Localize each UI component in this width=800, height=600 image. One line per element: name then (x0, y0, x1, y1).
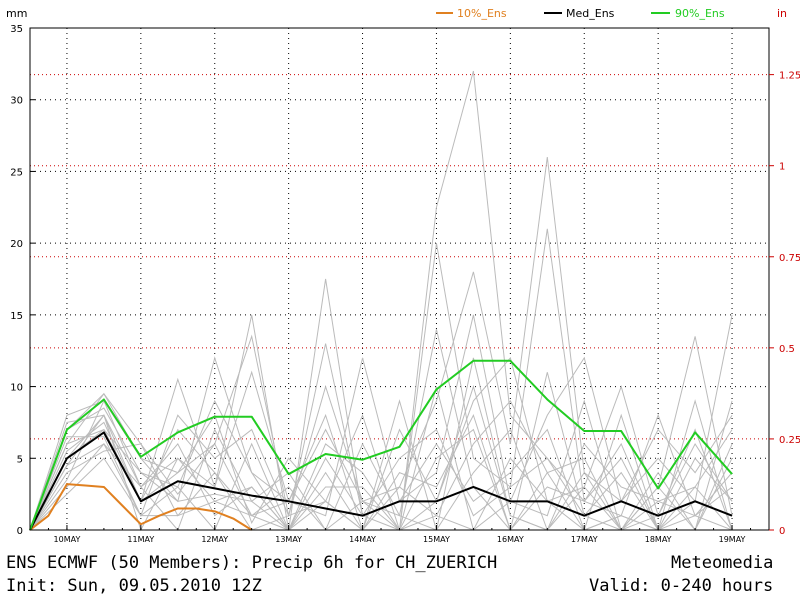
ensemble-member-line (29, 384, 733, 531)
legend: 10%_Ens Med_Ens 90%_Ens (436, 7, 725, 20)
valid-range-label: Valid: 0-240 hours (589, 576, 774, 596)
y-left-tick-label: 0 (17, 526, 23, 537)
ensemble-member-lines (29, 70, 733, 532)
x-tick-label: 10MAY (54, 535, 81, 544)
series-line-10--ens (29, 483, 253, 531)
y-axis-left-unit: mm (6, 7, 27, 20)
ensemble-member-line (29, 428, 733, 532)
y-left-tick-label: 10 (10, 383, 23, 394)
series-line-med-ens (29, 431, 733, 531)
ensemble-member-line (29, 157, 733, 531)
ensemble-member-line (29, 314, 733, 531)
ensemble-member-line (29, 70, 733, 531)
ensemble-member-line (29, 228, 733, 531)
x-tick-label: 18MAY (645, 535, 672, 544)
ensemble-member-line (29, 392, 733, 532)
x-tick-label: 13MAY (275, 535, 302, 544)
y-left-tick-label: 20 (10, 239, 23, 250)
x-tick-label: 14MAY (349, 535, 376, 544)
axes: 10MAY 11MAY 12MAY 13MAY 14MAY 15MAY 16MAY 17MAY… (10, 24, 800, 544)
ensemble-member-line (29, 370, 733, 532)
y-left-tick-label: 25 (10, 167, 23, 178)
provider-label: Meteomedia (671, 553, 774, 573)
init-time-label: Init: Sun, 09.05.2010 12Z (6, 576, 262, 596)
x-tick-label: 11MAY (127, 535, 154, 544)
y-right-tick-label: 0 (779, 526, 785, 537)
series-line-90--ens (29, 359, 733, 531)
y-right-tick-label: 0.75 (779, 253, 800, 264)
y-right-tick-label: 0.5 (779, 344, 795, 355)
legend-label-median: Med_Ens (566, 7, 615, 20)
x-tick-label: 16MAY (497, 535, 524, 544)
ensemble-member-line (29, 428, 733, 532)
y-right-tick-label: 1.25 (779, 71, 800, 82)
y-right-tick-label: 0.25 (779, 435, 800, 446)
y-left-tick-label: 30 (10, 96, 23, 107)
grid-lines (30, 28, 769, 530)
y-left-tick-label: 15 (10, 311, 23, 322)
x-tick-label: 15MAY (423, 535, 450, 544)
x-tick-label: 12MAY (201, 535, 228, 544)
percentile-series-lines (29, 359, 733, 531)
x-tick-label: 19MAY (719, 535, 746, 544)
legend-label-90pct: 90%_Ens (675, 7, 725, 20)
chart-title: ENS ECMWF (50 Members): Precip 6h for CH… (6, 553, 498, 573)
x-tick-label: 17MAY (571, 535, 598, 544)
legend-label-10pct: 10%_Ens (457, 7, 507, 20)
y-axis-right-unit: in (777, 7, 787, 20)
y-left-tick-label: 35 (10, 24, 23, 35)
y-left-tick-label: 5 (17, 454, 23, 465)
y-right-tick-label: 1 (779, 162, 785, 173)
